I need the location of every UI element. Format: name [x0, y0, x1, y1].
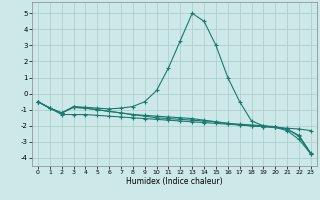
X-axis label: Humidex (Indice chaleur): Humidex (Indice chaleur) — [126, 177, 223, 186]
